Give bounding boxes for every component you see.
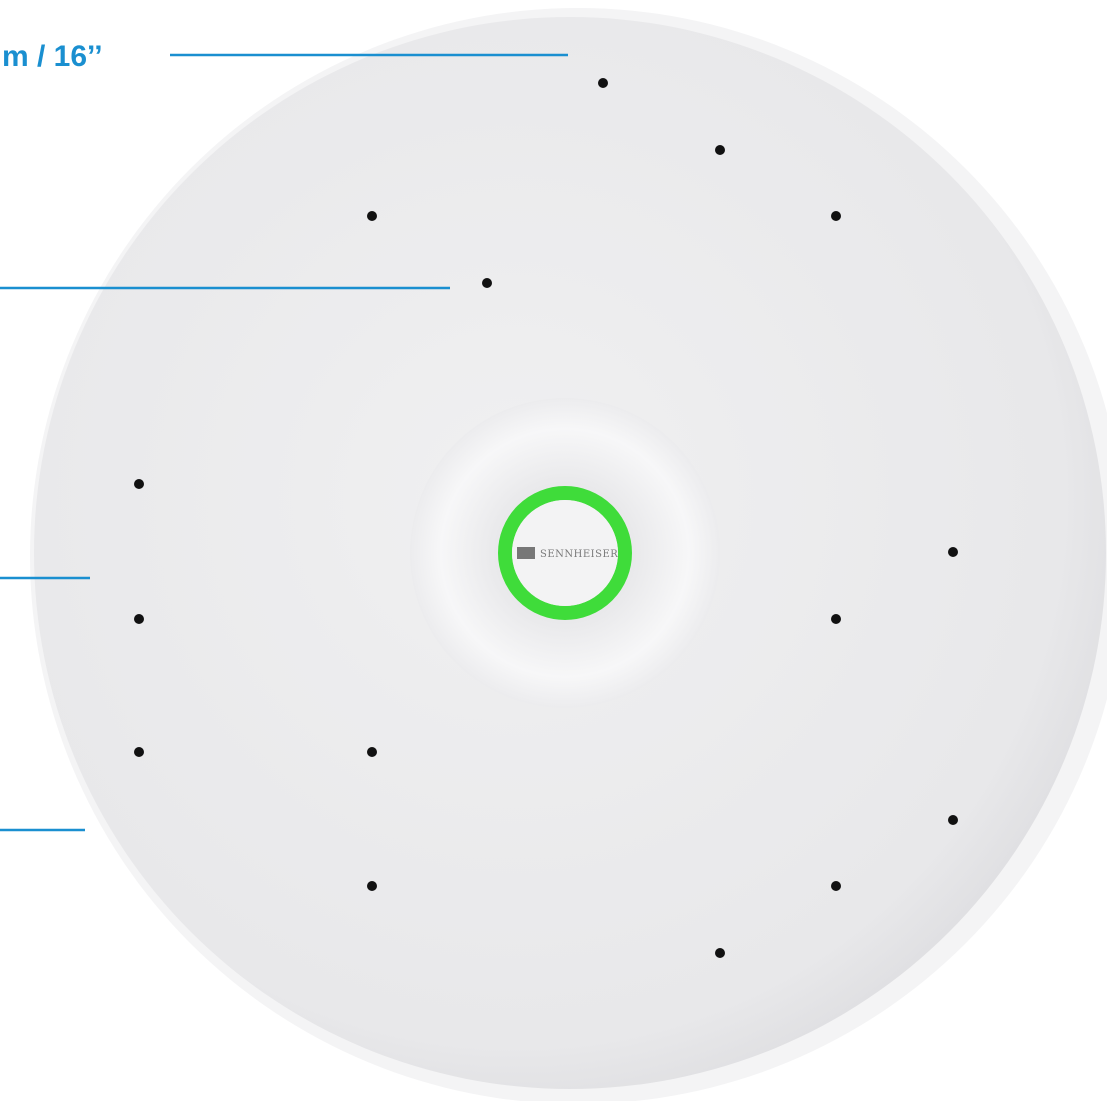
- leader-lines: [0, 53, 568, 832]
- logo-mark: [517, 547, 535, 559]
- status-ring: [498, 486, 632, 620]
- center-cap: [512, 500, 618, 606]
- logo-text: SENNHEISER: [540, 549, 618, 560]
- mic-holes: [134, 78, 958, 958]
- dimension-label: m / 16’’: [2, 40, 103, 73]
